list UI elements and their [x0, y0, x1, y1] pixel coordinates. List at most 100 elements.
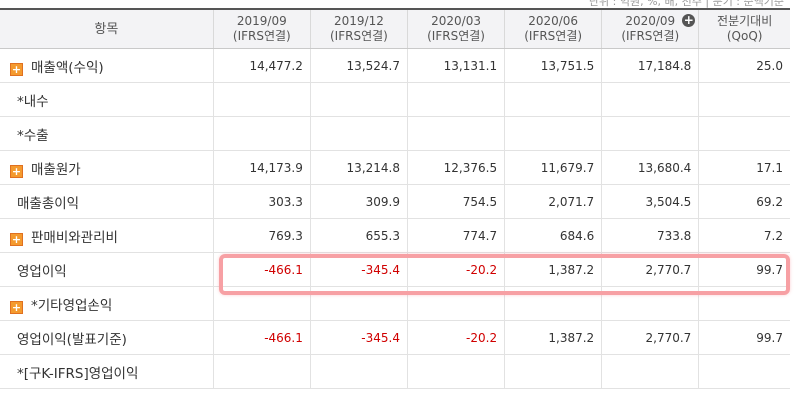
header-period: 2019/09 (IFRS연결): [212, 8, 311, 49]
value-cell: 733.8: [601, 218, 699, 253]
expand-toggle-icon[interactable]: +: [10, 300, 23, 314]
value-cell: [601, 116, 699, 151]
table-row: + 판매비와관리비 769.3 655.3 774.7 684.6 733.8 7.2: [0, 218, 790, 253]
value-cell: 684.6: [504, 218, 602, 253]
row-label: 매출총이익: [0, 184, 214, 219]
plus-circle-icon[interactable]: +: [682, 13, 696, 27]
row-label-text: 매출원가: [31, 161, 81, 178]
table-row: + 매출액(수익) 14,477.2 13,524.7 13,131.1 13,751.5…: [0, 48, 790, 83]
row-label[interactable]: + 판매비와관리비: [0, 218, 214, 253]
value-cell: 14,173.9: [212, 150, 311, 185]
expand-toggle-icon[interactable]: +: [10, 232, 23, 246]
value-cell: [212, 286, 311, 321]
value-cell: 3,504.5: [601, 184, 699, 219]
row-label-text: *기타영업손익: [31, 297, 113, 314]
qoq-cell: 25.0: [698, 48, 790, 83]
table-row: 매출총이익 303.3 309.9 754.5 2,071.7 3,504.5 69.2: [0, 184, 790, 219]
row-label-text: *내수: [17, 93, 49, 110]
value-cell: [309, 354, 408, 389]
expand-toggle-icon[interactable]: +: [10, 164, 23, 178]
value-cell: 11,679.7: [504, 150, 602, 185]
unit-note-text: 단위 : 억원, %, 배, 천주 | 분기 : 순액기준: [588, 0, 784, 8]
value-cell: [406, 286, 505, 321]
value-cell: -466.1: [212, 252, 311, 287]
value-cell: [504, 354, 602, 389]
header-row: 항목 2019/09 (IFRS연결) 2019/12 (IFRS연결) 2020/…: [0, 8, 790, 49]
qoq-cell: [698, 286, 790, 321]
financial-table: 항목 2019/09 (IFRS연결) 2019/12 (IFRS연결) 2020/…: [0, 8, 790, 389]
row-label-text: 판매비와관리비: [31, 229, 118, 246]
table-row: 영업이익 -466.1 -345.4 -20.2 1,387.2 2,770.7 99.7: [0, 252, 790, 287]
row-label-text: *[구K-IFRS]영업이익: [17, 365, 139, 382]
header-period: 2019/12 (IFRS연결): [309, 8, 408, 49]
value-cell: 655.3: [309, 218, 408, 253]
value-cell: 12,376.5: [406, 150, 505, 185]
value-cell: 13,214.8: [309, 150, 408, 185]
value-cell: -345.4: [309, 320, 408, 355]
table-row: *수출: [0, 116, 790, 151]
table-row: *내수: [0, 82, 790, 117]
value-cell: 13,751.5: [504, 48, 602, 83]
value-cell: [504, 286, 602, 321]
row-label: *[구K-IFRS]영업이익: [0, 354, 214, 389]
value-cell: 309.9: [309, 184, 408, 219]
value-cell: 17,184.8: [601, 48, 699, 83]
value-cell: [406, 354, 505, 389]
value-cell: 13,680.4: [601, 150, 699, 185]
row-label: *수출: [0, 116, 214, 151]
value-cell: 774.7: [406, 218, 505, 253]
value-cell: 303.3: [212, 184, 311, 219]
value-cell: -466.1: [212, 320, 311, 355]
row-label-text: 매출액(수익): [31, 59, 104, 76]
value-cell: [309, 286, 408, 321]
row-label: *내수: [0, 82, 214, 117]
value-cell: 2,071.7: [504, 184, 602, 219]
value-cell: 1,387.2: [504, 252, 602, 287]
value-cell: [406, 116, 505, 151]
row-label-text: 매출총이익: [17, 195, 80, 212]
unit-note: 단위 : 억원, %, 배, 천주 | 분기 : 순액기준: [0, 0, 798, 8]
table-row: *[구K-IFRS]영업이익: [0, 354, 790, 389]
row-label[interactable]: + 매출원가: [0, 150, 214, 185]
header-period: 2020/06 (IFRS연결): [504, 8, 602, 49]
header-period: 2020/09 (IFRS연결) +: [601, 8, 699, 49]
table-row: 영업이익(발표기준) -466.1 -345.4 -20.2 1,387.2 2,770.…: [0, 320, 790, 355]
table-row: + *기타영업손익: [0, 286, 790, 321]
row-label-text: *수출: [17, 127, 49, 144]
header-item: 항목: [0, 8, 214, 49]
qoq-cell: 7.2: [698, 218, 790, 253]
value-cell: 2,770.7: [601, 320, 699, 355]
row-label[interactable]: + 매출액(수익): [0, 48, 214, 83]
value-cell: [212, 82, 311, 117]
value-cell: [601, 82, 699, 117]
value-cell: [212, 354, 311, 389]
qoq-cell: 99.7: [698, 252, 790, 287]
value-cell: [504, 116, 602, 151]
row-label-text: 영업이익(발표기준): [17, 331, 127, 348]
value-cell: [601, 354, 699, 389]
value-cell: -345.4: [309, 252, 408, 287]
row-label: 영업이익(발표기준): [0, 320, 214, 355]
header-period: 2020/03 (IFRS연결): [406, 8, 505, 49]
value-cell: [309, 116, 408, 151]
value-cell: [309, 82, 408, 117]
value-cell: [406, 82, 505, 117]
table-row: + 매출원가 14,173.9 13,214.8 12,376.5 11,679.7 13,…: [0, 150, 790, 185]
value-cell: [601, 286, 699, 321]
value-cell: 14,477.2: [212, 48, 311, 83]
qoq-cell: 99.7: [698, 320, 790, 355]
value-cell: 2,770.7: [601, 252, 699, 287]
expand-toggle-icon[interactable]: +: [10, 62, 23, 76]
value-cell: 13,131.1: [406, 48, 505, 83]
qoq-cell: [698, 116, 790, 151]
value-cell: -20.2: [406, 320, 505, 355]
row-label-text: 영업이익: [17, 263, 67, 280]
value-cell: 1,387.2: [504, 320, 602, 355]
row-label[interactable]: + *기타영업손익: [0, 286, 214, 321]
qoq-cell: 69.2: [698, 184, 790, 219]
value-cell: 13,524.7: [309, 48, 408, 83]
value-cell: 769.3: [212, 218, 311, 253]
qoq-cell: [698, 82, 790, 117]
value-cell: -20.2: [406, 252, 505, 287]
row-label: 영업이익: [0, 252, 214, 287]
